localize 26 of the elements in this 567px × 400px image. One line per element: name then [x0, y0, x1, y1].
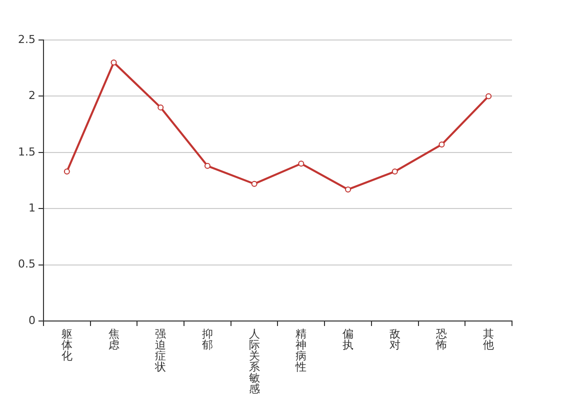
- x-tick-label: 躯体化: [61, 327, 72, 362]
- point: [251, 180, 258, 187]
- point: [486, 93, 492, 100]
- x-tick-label: 偏执: [342, 327, 354, 352]
- x-tick-label: 精神病性: [294, 327, 307, 374]
- x-tick-label: 抑郁: [202, 327, 213, 352]
- x-tick-label: 敌对: [389, 327, 400, 352]
- point: [204, 162, 210, 169]
- x-tick-label: 强迫症状: [154, 327, 166, 374]
- y-tick-label: 2: [28, 89, 36, 102]
- point: [438, 142, 445, 148]
- y-tick-label: 2.5: [18, 32, 36, 46]
- x-tick-label: 其他: [483, 327, 494, 352]
- point: [345, 186, 352, 192]
- x-tick-label: 焦虑: [108, 327, 120, 352]
- point: [64, 168, 70, 175]
- point: [110, 59, 117, 66]
- y-tick-label: 0: [28, 314, 36, 327]
- point: [158, 104, 164, 110]
- x-tick-label: 恐怖: [435, 327, 448, 352]
- y-tick-label: 0.5: [18, 258, 36, 271]
- y-tick-label: 1.5: [18, 145, 36, 158]
- x-tick-label: 人际关系敏感: [248, 327, 260, 396]
- point: [298, 160, 304, 167]
- point: [392, 168, 398, 175]
- y-tick-label: 1: [28, 201, 36, 214]
